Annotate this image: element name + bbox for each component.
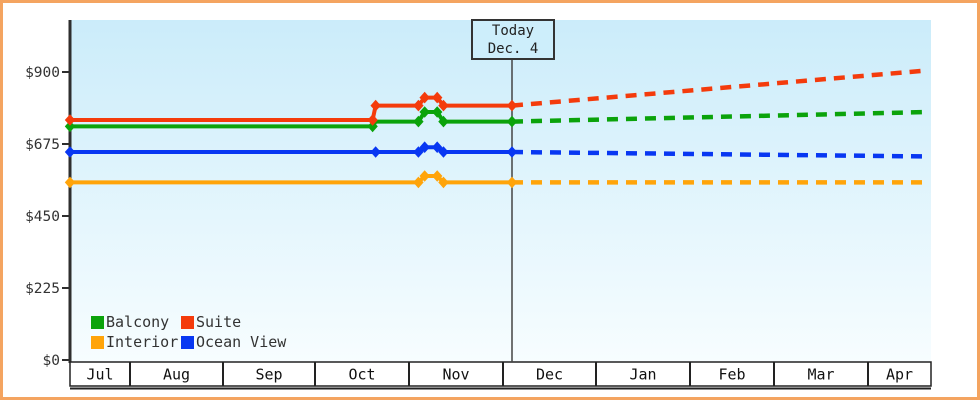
series-balcony-marker xyxy=(64,120,76,133)
series-ocean-view-marker xyxy=(413,146,424,158)
plot-area xyxy=(70,20,931,362)
month-label-jul: Jul xyxy=(86,366,113,384)
series-interior-marker xyxy=(413,176,424,189)
today-label: Today xyxy=(491,22,535,39)
series-interior-marker xyxy=(419,170,430,182)
series-suite-marker xyxy=(367,114,378,126)
series-suite-marker xyxy=(370,99,381,112)
y-tick-label: $225 xyxy=(25,281,60,297)
legend-item-ocean-view: Ocean View xyxy=(181,333,286,351)
series-ocean-view-marker xyxy=(419,141,430,153)
series-interior-marker xyxy=(64,176,76,189)
series-suite-marker xyxy=(438,99,449,112)
y-tick-label: $900 xyxy=(25,65,60,81)
legend-item-suite: Suite xyxy=(181,313,241,331)
series-balcony-marker xyxy=(432,106,443,118)
month-band xyxy=(69,361,932,387)
series-suite-marker xyxy=(419,91,430,104)
month-label-mar: Mar xyxy=(807,366,834,384)
legend-swatch-balcony xyxy=(91,315,104,329)
legend-item-balcony: Balcony xyxy=(91,313,181,331)
legend-swatch-suite xyxy=(181,315,194,329)
series-balcony-marker xyxy=(419,106,430,118)
month-label-apr: Apr xyxy=(886,366,913,384)
month-label-aug: Aug xyxy=(163,366,190,384)
legend-row: Interior Ocean View xyxy=(91,332,286,352)
series-interior-marker xyxy=(432,170,443,182)
y-tick-label: $675 xyxy=(25,137,60,153)
series-balcony-marker xyxy=(367,120,378,133)
y-tick-label: $0 xyxy=(43,353,60,369)
series-suite-projection xyxy=(511,68,929,108)
legend-swatch-interior xyxy=(91,335,104,349)
chart-legend: Balcony Suite Interior Ocean View xyxy=(91,312,286,352)
month-label-jan: Jan xyxy=(629,366,656,384)
legend-row: Balcony Suite xyxy=(91,312,286,332)
series-suite-marker xyxy=(506,99,518,112)
month-label-oct: Oct xyxy=(348,366,375,384)
series-suite-marker xyxy=(64,114,76,126)
series-ocean-view-marker xyxy=(506,146,518,158)
legend-swatch-ocean-view xyxy=(181,335,194,349)
month-label-sep: Sep xyxy=(255,366,282,384)
y-tick-label: $450 xyxy=(25,209,60,225)
month-label-feb: Feb xyxy=(718,366,745,384)
series-balcony-marker xyxy=(438,115,449,128)
series-suite-marker xyxy=(413,99,424,112)
month-label-dec: Dec xyxy=(536,366,563,384)
legend-label-suite: Suite xyxy=(196,313,242,331)
series-balcony-projection xyxy=(511,109,929,124)
series-ocean-view-marker xyxy=(438,146,449,158)
series-interior-line xyxy=(70,174,512,185)
month-label-nov: Nov xyxy=(442,366,469,384)
legend-label-ocean-view: Ocean View xyxy=(196,333,287,351)
today-marker-box: Today Dec. 4 xyxy=(471,19,555,60)
series-suite-marker xyxy=(432,91,443,104)
series-balcony-marker xyxy=(413,115,424,128)
series-ocean-view-projection xyxy=(511,149,929,159)
legend-item-interior: Interior xyxy=(91,333,181,351)
series-ocean-view-marker xyxy=(432,141,443,153)
today-date: Dec. 4 xyxy=(487,40,539,57)
series-ocean-view-marker xyxy=(370,146,381,158)
series-balcony-marker xyxy=(506,115,518,128)
series-interior-marker xyxy=(438,176,449,189)
series-ocean-view-marker xyxy=(64,146,76,158)
legend-label-interior: Interior xyxy=(106,333,179,351)
series-interior-marker xyxy=(506,176,518,189)
legend-label-balcony: Balcony xyxy=(106,313,170,331)
